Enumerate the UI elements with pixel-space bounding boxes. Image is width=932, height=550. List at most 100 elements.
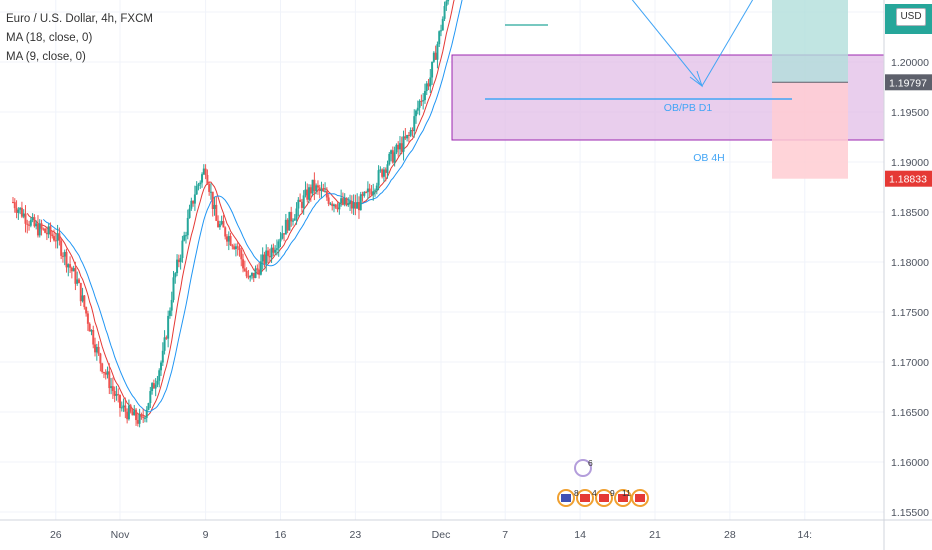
chart-title: Euro / U.S. Dollar, 4h, FXCM xyxy=(6,13,153,25)
stop-zone xyxy=(772,82,848,179)
candle-body xyxy=(243,268,246,271)
candle-body xyxy=(31,217,34,221)
candle-body xyxy=(33,217,36,227)
ma9-legend[interactable]: MA (9, close, 0) xyxy=(6,51,86,63)
candle-body xyxy=(151,383,154,392)
target-zone xyxy=(772,0,848,83)
candle-body xyxy=(359,194,362,211)
candle-body xyxy=(261,254,264,262)
candle-body xyxy=(386,164,389,173)
candle-body xyxy=(361,194,364,196)
currency-badge[interactable]: USD xyxy=(896,8,926,26)
candle-body xyxy=(102,372,105,374)
candle-body xyxy=(12,202,14,203)
ma9-line xyxy=(42,0,463,413)
chart-grid xyxy=(0,0,884,520)
candle-body xyxy=(74,268,77,284)
candle-body xyxy=(311,179,314,194)
candle-body xyxy=(213,204,216,209)
candle-body xyxy=(138,414,141,424)
candle-body xyxy=(110,386,113,389)
candle-body xyxy=(406,135,409,139)
stop-price-label: 1.18833 xyxy=(889,174,927,186)
y-tick-label: 1.19000 xyxy=(891,157,929,169)
event-flag xyxy=(580,494,590,502)
candle-body xyxy=(161,350,164,363)
candle-body xyxy=(120,407,123,409)
candle-body xyxy=(275,248,278,250)
candle-body xyxy=(56,233,59,241)
event-flag xyxy=(618,494,628,502)
candles xyxy=(12,0,450,428)
chart-legend: Euro / U.S. Dollar, 4h, FXCM MA (18, clo… xyxy=(6,10,153,67)
candle-body xyxy=(336,207,339,210)
candle-body xyxy=(306,189,309,200)
candle-body xyxy=(274,249,277,253)
candle-body xyxy=(54,240,57,242)
candle-body xyxy=(70,267,73,272)
candle-body xyxy=(167,315,170,339)
candle-body xyxy=(94,344,97,353)
candle-body xyxy=(127,405,130,420)
x-tick-label: 21 xyxy=(649,529,661,541)
candle-body xyxy=(40,223,43,229)
candle-body xyxy=(217,220,220,228)
candle-body xyxy=(236,246,239,248)
event-flag xyxy=(561,494,571,502)
candle-body xyxy=(413,116,416,132)
candle-body xyxy=(115,394,118,396)
candle-body xyxy=(85,307,88,314)
candle-body xyxy=(79,282,82,302)
candle-body xyxy=(233,246,236,250)
candle-body xyxy=(254,268,257,278)
candle-body xyxy=(133,409,136,416)
candle-body xyxy=(409,130,412,136)
candle-body xyxy=(113,390,116,396)
candle-body xyxy=(313,179,316,192)
candle-body xyxy=(372,191,375,195)
candle-body xyxy=(208,184,211,192)
candle-body xyxy=(283,233,286,235)
candle-body xyxy=(420,100,423,102)
candle-body xyxy=(374,190,377,192)
candle-body xyxy=(106,371,109,375)
candle-body xyxy=(77,279,80,283)
candle-body xyxy=(186,217,189,236)
entry-price-label: 1.19797 xyxy=(889,77,927,89)
candle-body xyxy=(231,245,234,247)
candle-body xyxy=(300,201,303,208)
candle-body xyxy=(44,228,47,233)
candle-body xyxy=(263,254,266,264)
candle-body xyxy=(108,371,111,389)
candle-body xyxy=(281,233,284,239)
candle-body xyxy=(104,372,107,375)
candle-body xyxy=(407,135,410,137)
candle-body xyxy=(195,186,198,195)
candle-body xyxy=(327,197,330,204)
candle-body xyxy=(357,202,360,211)
candle-body xyxy=(440,30,442,32)
candle-body xyxy=(35,223,38,227)
candle-body xyxy=(238,247,241,251)
candle-body xyxy=(86,313,89,324)
candle-body xyxy=(397,144,400,150)
candle-body xyxy=(379,169,382,171)
candle-body xyxy=(295,208,298,219)
y-tick-label: 1.16000 xyxy=(891,457,929,469)
candle-body xyxy=(445,1,448,7)
candle-body xyxy=(425,83,428,92)
candle-body xyxy=(97,346,100,354)
candle-body xyxy=(431,61,434,78)
y-tick-label: 1.17000 xyxy=(891,357,929,369)
ma18-legend[interactable]: MA (18, close, 0) xyxy=(6,32,93,44)
candle-body xyxy=(333,204,335,207)
candle-body xyxy=(340,198,343,204)
candle-body xyxy=(249,275,252,278)
candle-body xyxy=(290,211,293,222)
event-flag xyxy=(635,494,645,502)
candle-body xyxy=(199,182,202,185)
candle-body xyxy=(158,370,161,381)
candle-body xyxy=(270,247,273,258)
candle-body xyxy=(190,200,193,209)
